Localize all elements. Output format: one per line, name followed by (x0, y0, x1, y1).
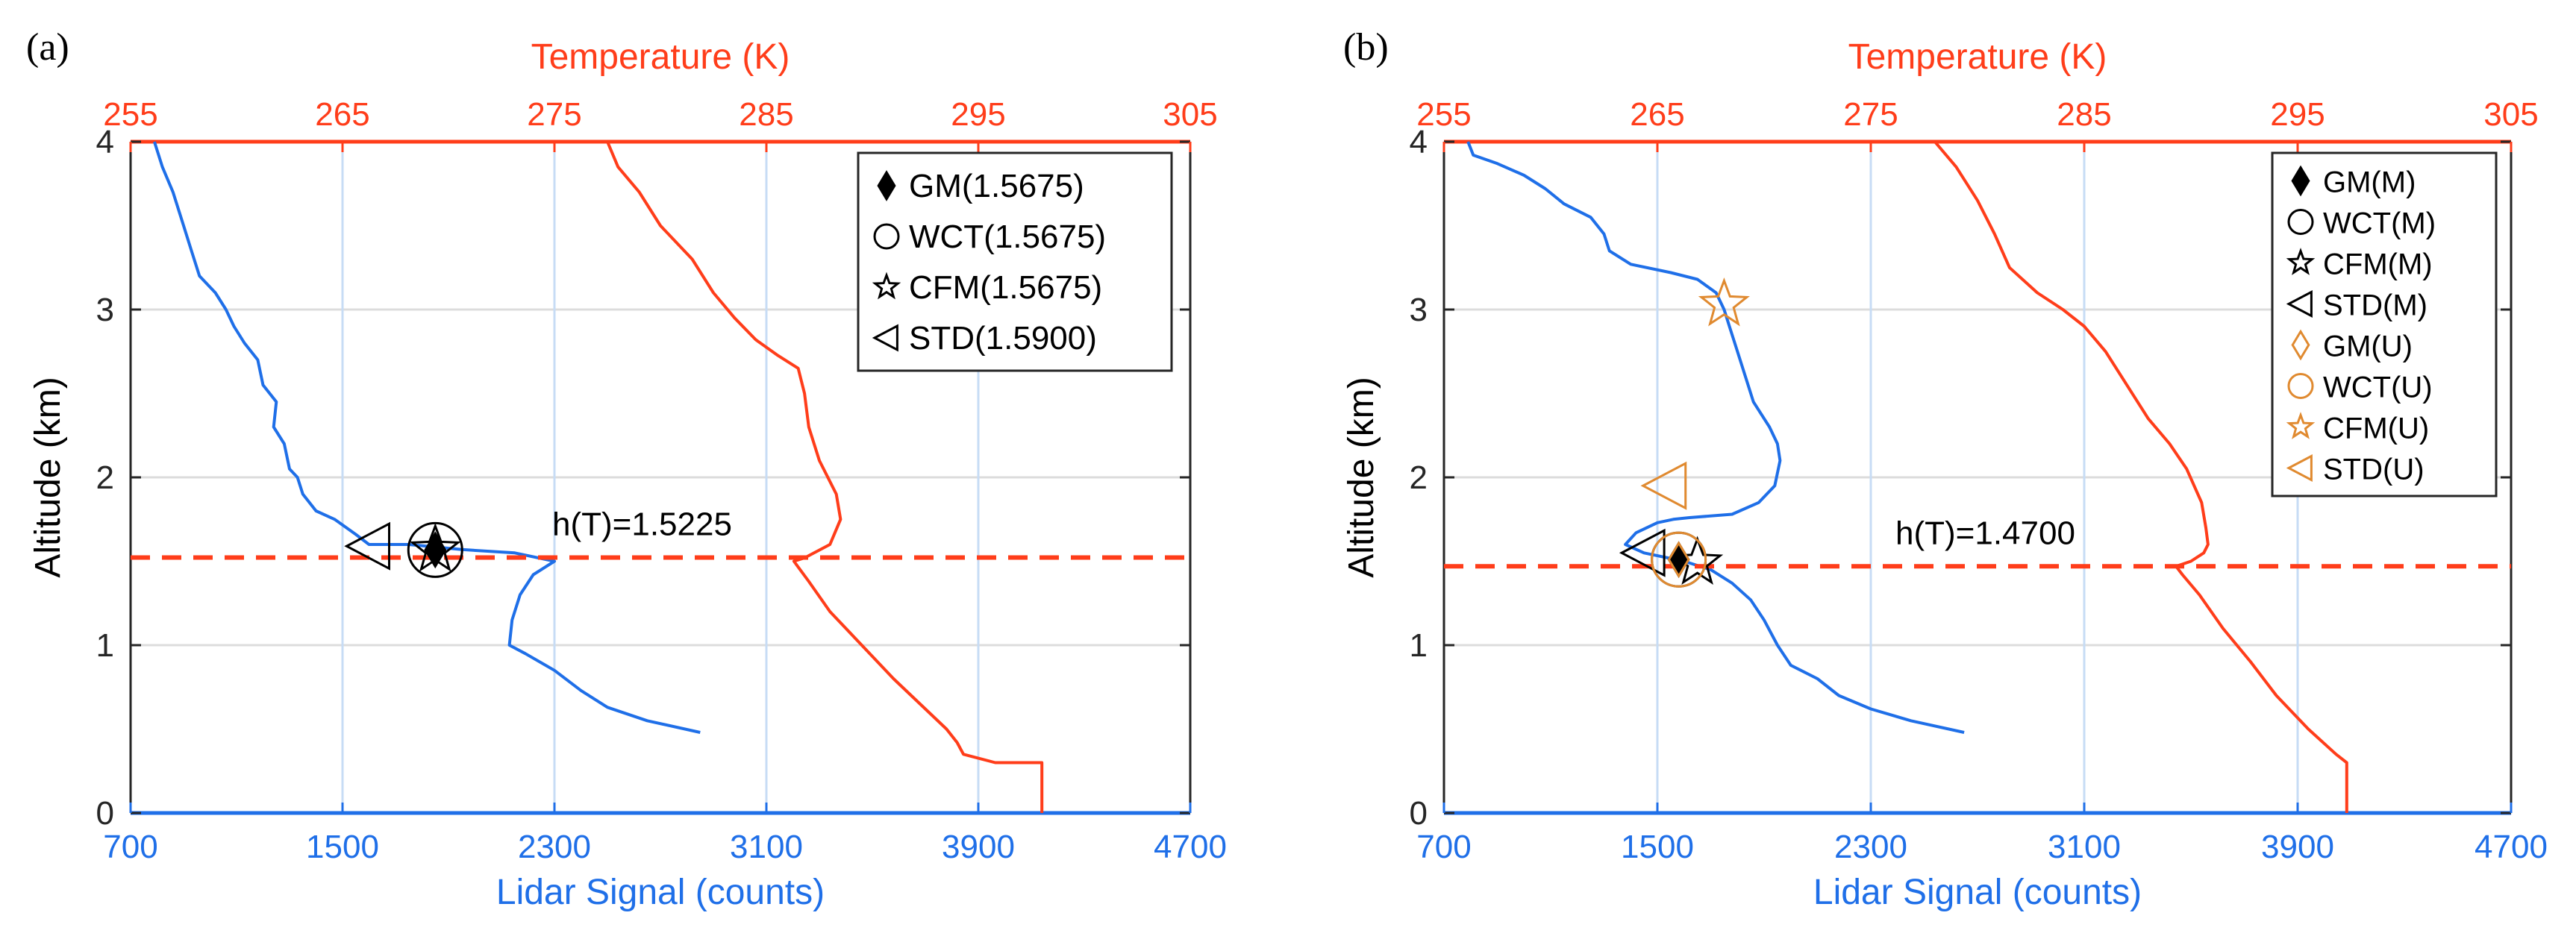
legend-label: CFM(U) (2323, 412, 2429, 445)
y-tick-label: 4 (1410, 124, 1428, 160)
x-tick-label-bottom: 3900 (942, 829, 1015, 865)
x-tick-label-bottom: 3100 (730, 829, 803, 865)
x-tick-label-top: 305 (2483, 96, 2538, 133)
legend-label: STD(U) (2323, 453, 2425, 486)
temperature-series-line (1933, 140, 2348, 813)
legend-label: WCT(U) (2323, 371, 2433, 404)
legend-marker-circle (2287, 373, 2314, 399)
x-tick-label-top: 275 (1843, 96, 1898, 133)
y-axis-title: Altitude (km) (28, 377, 68, 577)
y-tick-label: 0 (96, 795, 114, 832)
x-tick-label-top: 305 (1163, 96, 1217, 133)
lidar-signal-series-line (152, 141, 701, 734)
x-tick-label-bottom: 3100 (2048, 829, 2121, 865)
x-tick-label-top: 285 (2057, 96, 2111, 133)
x-tick-label-bottom: 2300 (518, 829, 591, 865)
x-tick-label-top: 255 (1416, 96, 1471, 133)
x-tick-label-top: 275 (527, 96, 581, 133)
legend-marker-diamond (2291, 165, 2310, 197)
legend-marker-triangle-left (872, 324, 898, 352)
y-tick-label: 3 (1410, 292, 1428, 328)
legend-box (2271, 151, 2498, 497)
lidar-signal-series-line (1466, 141, 1965, 734)
legend-marker-star (2286, 248, 2316, 275)
marker-circle (1651, 531, 1707, 588)
y-tick-label: 2 (1410, 459, 1428, 496)
y-tick-label: 1 (1410, 627, 1428, 664)
legend-marker-star (872, 271, 901, 300)
x-tick-label-bottom: 4700 (2475, 829, 2548, 865)
x-axis-title-top: Temperature (K) (531, 37, 790, 77)
y-tick-label: 4 (96, 124, 114, 160)
x-axis-title-bottom: Lidar Signal (counts) (1813, 873, 2142, 912)
x-tick-label-bottom: 700 (1416, 829, 1471, 865)
y-tick-label: 2 (96, 459, 114, 496)
x-tick-label-bottom: 3900 (2261, 829, 2334, 865)
x-tick-label-top: 295 (951, 96, 1005, 133)
x-tick-label-bottom: 1500 (306, 829, 379, 865)
y-tick-label: 0 (1410, 795, 1428, 832)
tropopause-annotation: h(T)=1.4700 (1895, 515, 2075, 551)
marker-diamond (1667, 541, 1690, 579)
legend-label: GM(U) (2323, 330, 2413, 363)
legend-label: STD(M) (2323, 289, 2427, 322)
legend-marker-circle (873, 223, 900, 250)
temperature-series-line (606, 141, 1044, 813)
x-tick-label-bottom: 700 (103, 829, 157, 865)
marker-triangle-left (344, 521, 390, 571)
legend-label: WCT(1.5675) (909, 219, 1106, 255)
legend-label: WCT(M) (2323, 207, 2436, 240)
legend-label: CFM(M) (2323, 248, 2433, 281)
x-axis-title-top: Temperature (K) (1848, 37, 2107, 77)
tropopause-annotation: h(T)=1.5225 (552, 506, 732, 542)
x-tick-label-bottom: 2300 (1834, 829, 1907, 865)
x-tick-label-bottom: 1500 (1621, 829, 1694, 865)
legend-label: STD(1.5900) (909, 320, 1097, 357)
legend-marker-triangle-left (2286, 454, 2313, 482)
x-tick-label-top: 255 (103, 96, 157, 133)
x-tick-label-top: 265 (1630, 96, 1684, 133)
x-tick-label-top: 295 (2270, 96, 2325, 133)
marker-triangle-left (1619, 528, 1666, 577)
legend-marker-diamond (877, 170, 896, 201)
y-tick-label: 3 (96, 292, 114, 328)
legend-marker-triangle-left (2286, 290, 2313, 318)
legend-box (857, 151, 1173, 372)
marker-triangle-left (1640, 461, 1687, 510)
x-tick-label-top: 265 (315, 96, 369, 133)
y-tick-label: 1 (96, 627, 114, 664)
legend-marker-diamond (2291, 329, 2310, 361)
panel-label: (b) (1343, 26, 1389, 69)
legend-label: GM(1.5675) (909, 168, 1084, 204)
x-tick-label-top: 285 (739, 96, 793, 133)
x-axis-title-bottom: Lidar Signal (counts) (496, 873, 825, 912)
legend-label: GM(M) (2323, 166, 2416, 199)
x-tick-label-bottom: 4700 (1154, 829, 1227, 865)
marker-diamond (424, 531, 447, 569)
marker-star (1698, 277, 1750, 327)
y-axis-title: Altitude (km) (1342, 377, 1381, 577)
legend-marker-circle (2287, 209, 2314, 235)
legend-label: CFM(1.5675) (909, 269, 1102, 306)
legend-marker-star (2286, 412, 2316, 439)
panel-label: (a) (26, 26, 69, 69)
marker-star (1672, 536, 1724, 585)
marker-star (409, 522, 461, 572)
